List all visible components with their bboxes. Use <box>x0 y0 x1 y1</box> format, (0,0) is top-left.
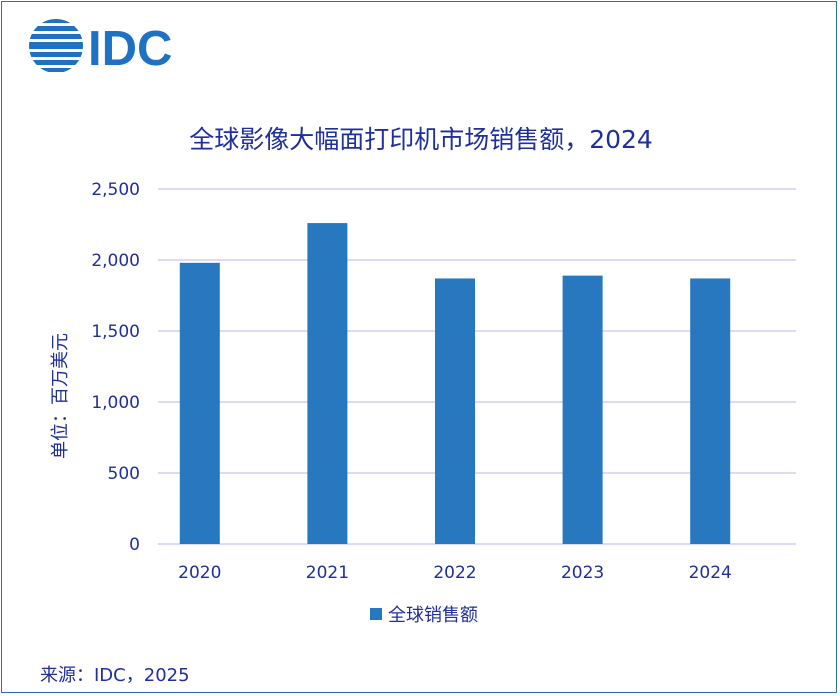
bar-2020 <box>179 262 220 544</box>
y-axis-ticks: 0 500 1,000 1,500 2,000 2,500 <box>91 180 140 555</box>
idc-logo-wordmark: IDC <box>88 22 172 74</box>
y-tick-label: 2,000 <box>91 251 140 271</box>
y-axis-label: 单位：百万美元 <box>50 333 71 459</box>
x-tick-label: 2020 <box>178 563 221 583</box>
bar-2021 <box>307 223 348 544</box>
y-tick-label: 2,500 <box>91 180 140 200</box>
chart-title: 全球影像大幅面打印机市场销售额，2024 <box>189 125 653 154</box>
x-tick-label: 2022 <box>433 563 476 583</box>
x-tick-label: 2021 <box>306 563 349 583</box>
y-tick-label: 1,500 <box>91 322 140 342</box>
bars <box>179 223 731 544</box>
legend-label: 全球销售额 <box>388 605 478 626</box>
legend: 全球销售额 <box>370 605 478 626</box>
x-tick-label: 2023 <box>561 563 604 583</box>
legend-swatch <box>370 608 382 620</box>
gridlines <box>158 188 796 545</box>
source-note: 来源：IDC，2025 <box>40 665 190 686</box>
y-tick-label: 1,000 <box>91 393 140 413</box>
bar-2024 <box>690 278 731 544</box>
idc-logo: IDC <box>29 19 172 74</box>
bar-2023 <box>562 275 603 544</box>
bar-2022 <box>435 278 475 544</box>
y-tick-label: 500 <box>108 464 140 484</box>
idc-logo-globe <box>29 19 83 72</box>
y-tick-label: 0 <box>129 535 140 555</box>
x-tick-label: 2024 <box>689 563 732 583</box>
x-axis-ticks: 2020 2021 2022 2023 2024 <box>178 563 732 583</box>
